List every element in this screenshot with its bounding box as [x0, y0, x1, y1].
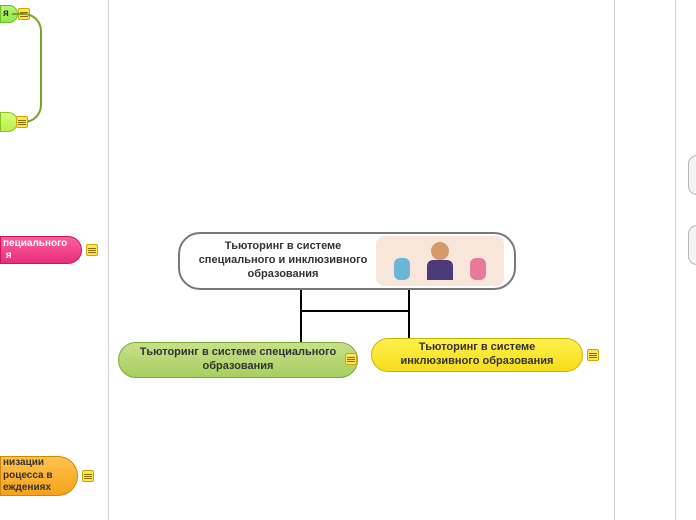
- right-fragment-1[interactable]: [688, 225, 696, 265]
- child-node-spec[interactable]: Тьюторинг в системе специального образов…: [118, 342, 358, 378]
- connector: [300, 310, 410, 312]
- root-node[interactable]: Тьюторинг в системе специального и инклю…: [178, 232, 516, 290]
- note-icon[interactable]: [86, 244, 98, 256]
- child-label: Тьюторинг в системе инклюзивного образов…: [386, 341, 568, 369]
- left-fragment-2[interactable]: пециального я: [0, 236, 82, 264]
- note-icon[interactable]: [16, 116, 28, 128]
- note-icon[interactable]: [587, 349, 599, 361]
- note-icon[interactable]: [345, 353, 357, 365]
- note-icon[interactable]: [82, 470, 94, 482]
- root-label: Тьюторинг в системе специального и инклю…: [190, 240, 376, 281]
- branch-stub: [12, 13, 42, 123]
- left-fragment-3[interactable]: низации роцесса в еждениях: [0, 456, 78, 496]
- child-label: Тьюторинг в системе специального образов…: [133, 346, 343, 374]
- connector: [300, 290, 302, 342]
- root-illustration: [376, 236, 504, 286]
- connector: [408, 290, 410, 338]
- right-fragment-0[interactable]: [688, 155, 696, 195]
- child-node-incl[interactable]: Тьюторинг в системе инклюзивного образов…: [371, 338, 583, 372]
